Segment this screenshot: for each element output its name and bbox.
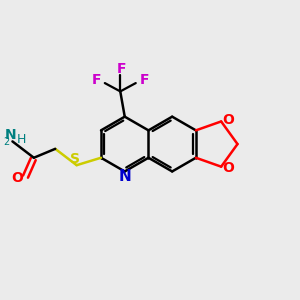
Text: N: N	[118, 169, 131, 184]
Text: O: O	[222, 161, 234, 175]
Text: F: F	[139, 73, 149, 87]
Text: F: F	[117, 61, 127, 76]
Text: O: O	[222, 113, 234, 127]
Text: F: F	[92, 73, 101, 87]
Text: H: H	[17, 134, 26, 146]
Text: S: S	[70, 152, 80, 166]
Text: O: O	[12, 171, 23, 185]
Text: 2: 2	[3, 137, 9, 147]
Text: N: N	[5, 128, 17, 142]
